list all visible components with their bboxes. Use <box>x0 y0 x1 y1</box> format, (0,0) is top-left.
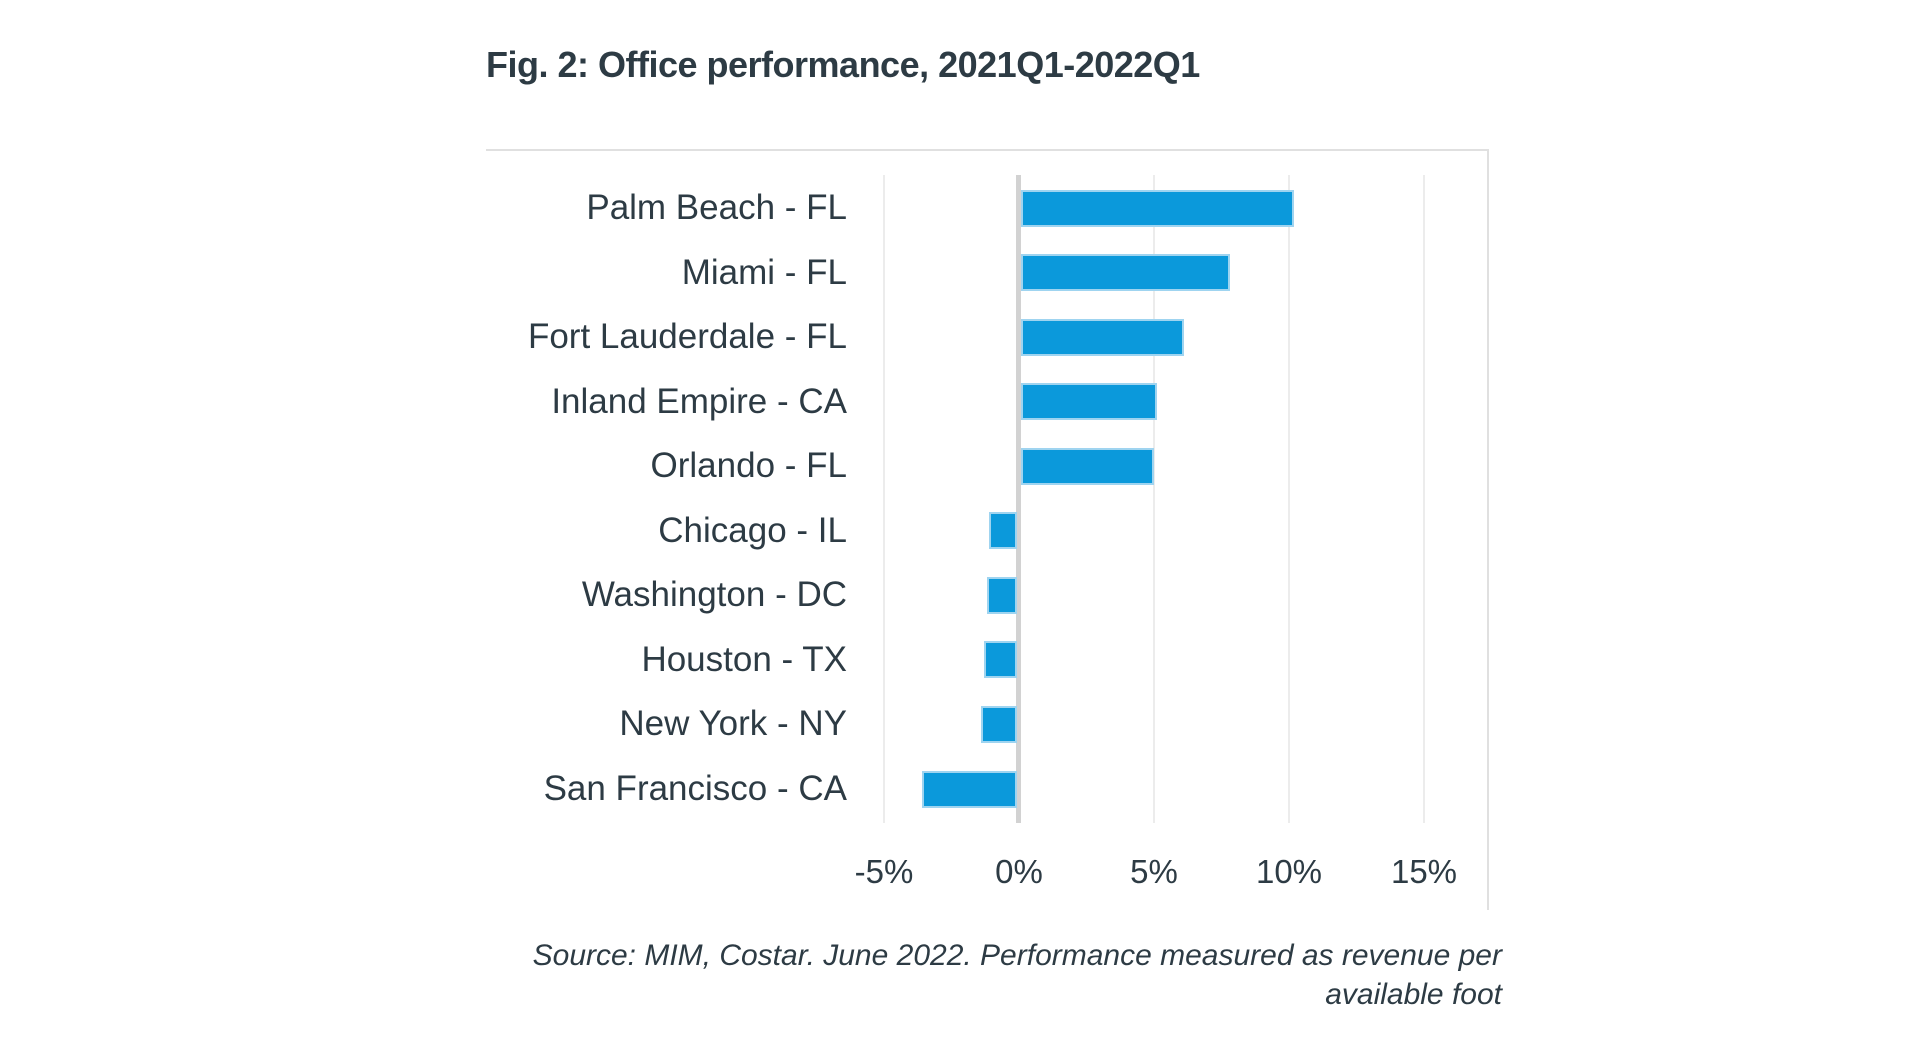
category-label-san-francisco-ca: San Francisco - CA <box>543 769 847 809</box>
bar-washington-dc <box>986 576 1017 614</box>
gridline-15pct <box>1423 175 1425 823</box>
bar-inland-empire-ca <box>1021 383 1157 421</box>
source-note-line2: available foot <box>1325 978 1502 1011</box>
category-label-miami-fl: Miami - FL <box>681 252 847 292</box>
x-tick-0pct: 0% <box>995 853 1043 890</box>
bar-houston-tx <box>983 641 1017 679</box>
x-tick-5pct: 5% <box>1130 853 1178 890</box>
category-label-washington-dc: Washington - DC <box>581 575 847 615</box>
bar-orlando-fl <box>1021 447 1154 485</box>
x-tick-10pct: 10% <box>1255 853 1323 890</box>
category-label-new-york-ny: New York - NY <box>619 704 847 744</box>
gridline-5pct <box>1153 175 1155 823</box>
source-note-line1: Source: MIM, Costar. June 2022. Performa… <box>532 939 1502 972</box>
bar-chicago-il <box>989 512 1017 550</box>
category-label-chicago-il: Chicago - IL <box>658 510 847 550</box>
zero-axis-line <box>1016 175 1021 823</box>
bar-san-francisco-ca <box>921 770 1017 808</box>
category-label-orlando-fl: Orlando - FL <box>650 446 847 486</box>
category-label-fort-lauderdale-fl: Fort Lauderdale - FL <box>527 317 847 357</box>
bar-miami-fl <box>1021 254 1230 292</box>
chart-title: Fig. 2: Office performance, 2021Q1-2022Q… <box>486 44 1200 85</box>
category-label-inland-empire-ca: Inland Empire - CA <box>551 381 847 421</box>
bar-new-york-ny <box>981 705 1017 743</box>
source-note: Source: MIM, Costar. June 2022. Performa… <box>486 936 1502 1014</box>
x-tick--5pct: -5% <box>854 853 914 890</box>
gridline--5pct <box>883 175 885 823</box>
category-label-houston-tx: Houston - TX <box>641 639 847 679</box>
chart-frame <box>486 149 1489 910</box>
category-label-palm-beach-fl: Palm Beach - FL <box>586 188 847 227</box>
bar-fort-lauderdale-fl <box>1021 318 1184 356</box>
x-tick-15pct: 15% <box>1390 853 1458 890</box>
gridline-10pct <box>1288 175 1290 823</box>
bar-palm-beach-fl <box>1021 189 1295 227</box>
